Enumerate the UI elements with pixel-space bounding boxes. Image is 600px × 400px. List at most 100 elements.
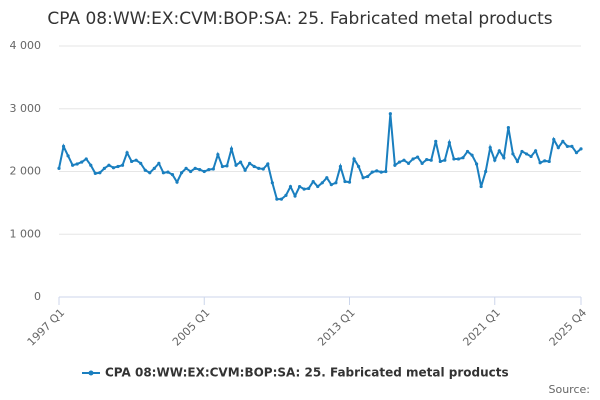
data-point: [343, 179, 347, 184]
y-tick-label: 4 000: [10, 39, 42, 52]
data-point: [520, 149, 524, 154]
data-point: [515, 159, 520, 164]
data-point: [248, 161, 252, 165]
data-point: [57, 166, 61, 170]
data-point: [89, 163, 93, 167]
data-point: [434, 139, 438, 143]
data-point: [161, 171, 165, 175]
data-point: [179, 171, 184, 175]
data-point: [107, 163, 111, 167]
data-point: [143, 168, 147, 172]
data-point: [139, 161, 143, 165]
data-point: [234, 163, 238, 167]
data-point: [347, 180, 352, 184]
data-point: [125, 151, 129, 155]
data-point: [579, 147, 583, 151]
data-point: [229, 147, 234, 151]
data-point: [220, 164, 225, 169]
data-point: [270, 181, 274, 185]
data-point: [302, 187, 306, 191]
data-point: [225, 164, 229, 168]
data-point: [320, 181, 324, 185]
data-point: [252, 164, 256, 169]
data-point: [288, 184, 293, 189]
data-point: [574, 151, 579, 155]
data-point: [152, 166, 156, 170]
data-point: [116, 164, 120, 169]
source: Source:: [549, 383, 591, 396]
data-point: [211, 167, 215, 171]
data-point: [366, 174, 370, 179]
data-point: [148, 171, 152, 175]
y-tick-label: 3 000: [10, 102, 42, 115]
x-tick-label: 2021 Q1: [460, 306, 503, 349]
data-point: [565, 144, 569, 148]
data-point: [207, 168, 211, 172]
data-point: [238, 160, 243, 164]
data-point: [189, 169, 193, 174]
data-point: [279, 197, 284, 201]
data-point: [397, 160, 402, 164]
data-point: [538, 161, 542, 165]
data-point: [447, 141, 451, 145]
data-point: [488, 146, 492, 150]
x-tick-label: 2005 Q1: [170, 306, 213, 349]
data-point: [406, 161, 411, 165]
data-point: [475, 162, 479, 166]
data-point: [411, 157, 415, 161]
data-point: [506, 125, 510, 130]
data-point: [111, 166, 116, 170]
data-point: [166, 170, 170, 174]
data-point: [511, 152, 515, 156]
data-point: [384, 169, 388, 174]
data-point: [93, 171, 97, 175]
data-point: [438, 159, 442, 164]
data-point: [130, 159, 134, 164]
data-point: [388, 112, 392, 116]
data-point: [61, 144, 66, 148]
y-tick-label: 2 000: [10, 165, 42, 178]
data-point: [80, 160, 84, 164]
data-point: [198, 168, 202, 172]
data-point: [356, 164, 361, 169]
data-point: [297, 184, 302, 189]
y-tick-label: 0: [34, 290, 41, 303]
y-tick-label: 1 000: [10, 227, 42, 240]
data-point: [443, 158, 447, 162]
data-point: [184, 166, 188, 170]
data-point: [134, 158, 138, 162]
data-point: [556, 146, 560, 150]
data-point: [393, 163, 397, 167]
data-point: [71, 163, 75, 167]
data-point: [543, 159, 547, 163]
data-point: [284, 193, 288, 197]
data-point: [502, 156, 506, 160]
data-point: [102, 166, 106, 170]
data-point: [534, 149, 538, 153]
data-point: [524, 152, 529, 156]
data-point: [415, 155, 420, 159]
data-point: [316, 184, 320, 189]
data-point: [570, 144, 574, 148]
data-point: [470, 153, 474, 157]
data-point: [493, 158, 497, 162]
data-point: [425, 157, 429, 162]
data-point: [479, 184, 483, 189]
data-point: [402, 158, 406, 162]
data-point: [465, 149, 470, 154]
data-point: [561, 139, 565, 143]
data-point: [157, 161, 161, 165]
data-point: [529, 154, 533, 159]
data-point: [66, 154, 70, 158]
data-point: [202, 169, 206, 174]
data-point: [452, 157, 456, 161]
data-point: [261, 167, 265, 171]
data-point: [175, 180, 179, 184]
x-tick-label: 1997 Q1: [25, 306, 68, 349]
data-point: [120, 163, 125, 167]
data-point: [552, 137, 556, 142]
data-point: [379, 170, 383, 174]
data-point: [266, 162, 270, 166]
data-point: [325, 176, 329, 180]
